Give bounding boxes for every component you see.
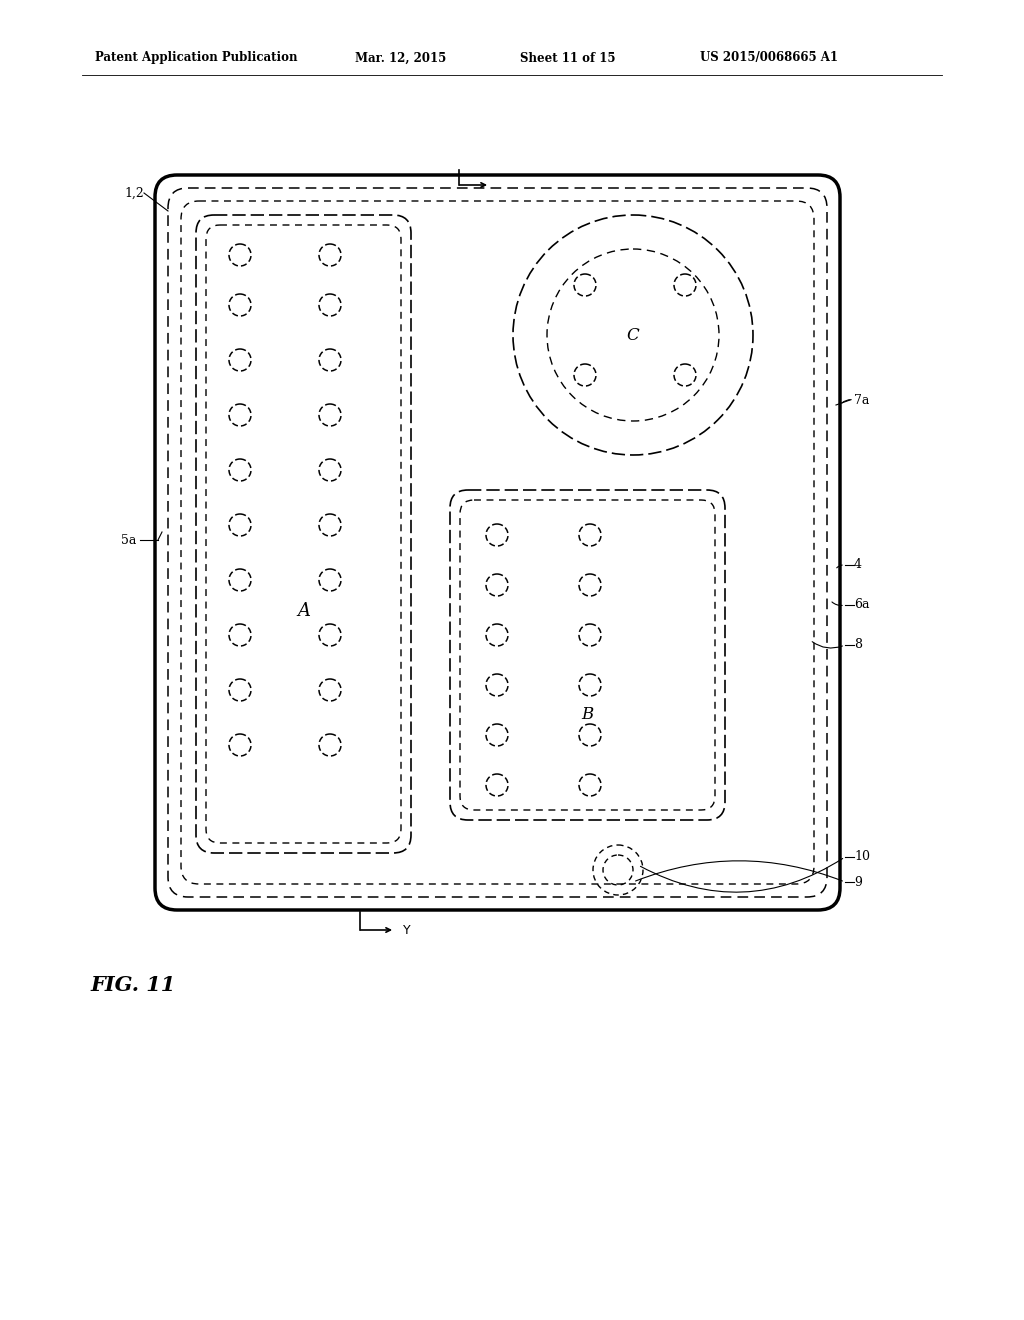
Text: C: C	[627, 326, 639, 343]
Text: Patent Application Publication: Patent Application Publication	[95, 51, 298, 65]
Text: FIG. 11: FIG. 11	[90, 975, 175, 995]
Text: US 2015/0068665 A1: US 2015/0068665 A1	[700, 51, 838, 65]
Text: Sheet 11 of 15: Sheet 11 of 15	[520, 51, 615, 65]
Text: 5a: 5a	[121, 533, 136, 546]
Text: Y: Y	[403, 924, 411, 937]
Text: 9: 9	[854, 875, 862, 888]
Text: A: A	[297, 602, 310, 619]
Text: 7a: 7a	[854, 393, 869, 407]
Text: 1,2: 1,2	[124, 186, 144, 199]
Text: B: B	[582, 706, 594, 723]
Text: 6a: 6a	[854, 598, 869, 611]
Text: 8: 8	[854, 639, 862, 652]
Text: 10: 10	[854, 850, 870, 863]
Text: 4: 4	[854, 558, 862, 572]
Text: Mar. 12, 2015: Mar. 12, 2015	[355, 51, 446, 65]
